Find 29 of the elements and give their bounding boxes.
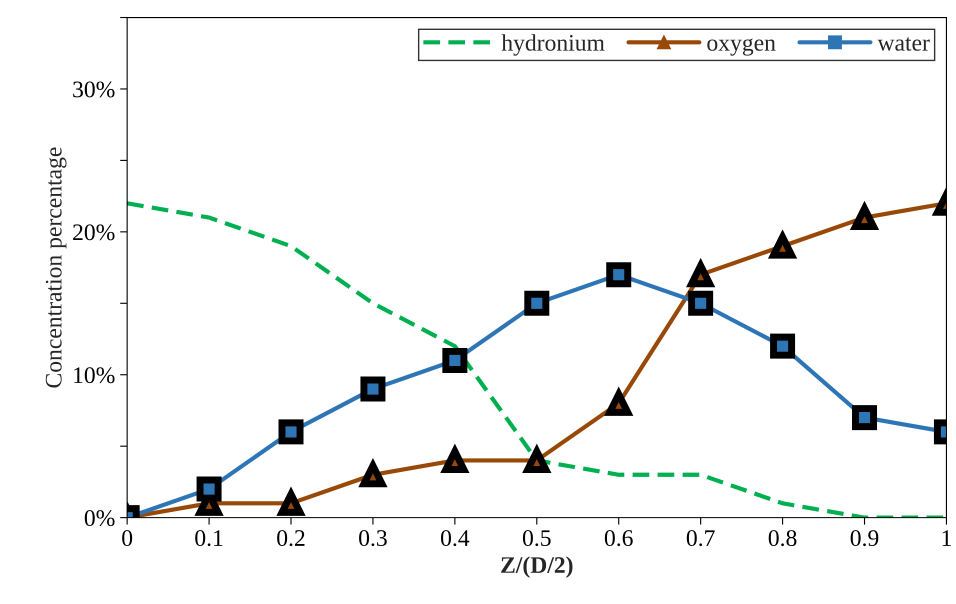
point [360,376,386,402]
x-tick-label: 0.3 [359,530,387,546]
x-tick-label: 1 [942,530,951,546]
x-axis-title: Z/(D/2) [501,556,572,578]
x-tick-label: 0.6 [604,530,633,546]
legend-label: water [878,37,930,51]
y-tick-label: 0% [84,510,115,526]
point [196,476,222,502]
y-tick-label: 30% [73,81,115,98]
point [852,405,878,430]
point [278,419,304,444]
x-tick-label: 0.5 [522,530,551,546]
y-tick-label: 20% [73,224,115,240]
x-tick-label: 0 [122,530,132,546]
x-tick-label: 0.9 [850,530,878,546]
point [770,334,796,359]
y-axis-title: Concentration percentage [46,147,67,388]
point [606,262,632,288]
x-tick-label: 0.4 [441,530,470,546]
point [442,348,468,373]
x-tick-label: 0.1 [195,530,222,546]
x-tick-label: 0.2 [277,530,304,546]
x-tick-label: 0.8 [768,530,796,546]
legend-label: hydronium [502,34,605,56]
point [688,290,714,316]
y-tick-label: 10% [74,367,115,384]
legend-label: oxygen [707,38,776,56]
x-tick-label: 0.7 [686,530,715,546]
point [524,290,550,316]
